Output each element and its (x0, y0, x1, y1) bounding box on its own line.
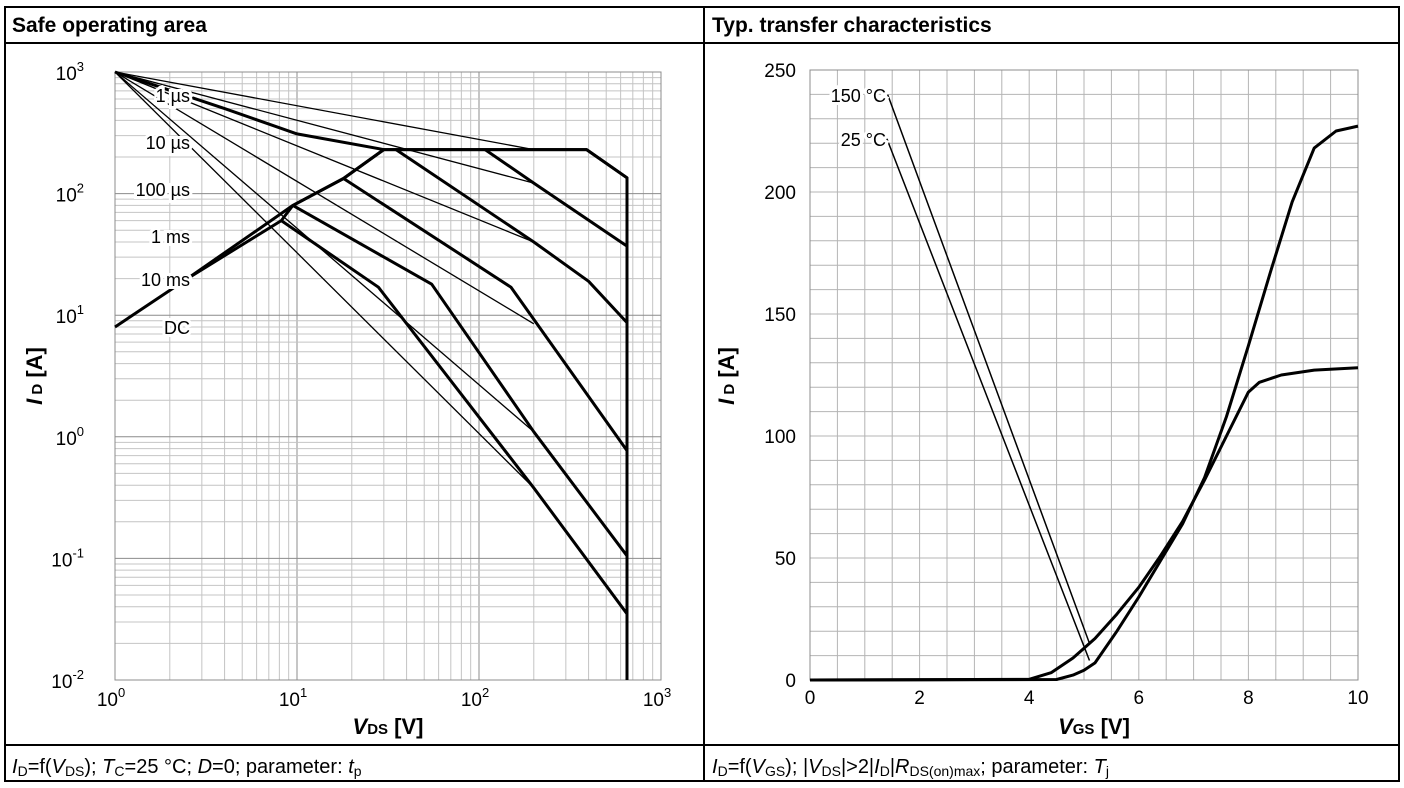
soa-leader-100-s (114, 71, 535, 243)
soa-caption: ID=f(VDS); TC=25 °C; D=0; parameter: tp (12, 756, 362, 779)
transfer-y-tick-label: 150 (764, 305, 796, 326)
transfer-series-25-c (809, 124, 1359, 682)
soa-plot: 1 µs 10 µs 100 µs 1 ms 10 ms DC 100 101 102 103 10… (22, 59, 671, 739)
transfer-x-tick-label: 0 (805, 688, 816, 709)
soa-series-4-1-ms (342, 177, 629, 452)
transfer-curve-label-25-c: 25 °C (841, 130, 886, 150)
soa-x-axis-title: VDS [V] (353, 714, 424, 739)
transfer-y-tick-label: 100 (764, 427, 796, 448)
soa-curve-label-1-s: 1 µs (156, 86, 190, 106)
transfer-x-tick-label: 10 (1347, 688, 1368, 709)
soa-curve-label-10-ms: 10 ms (141, 270, 190, 290)
transfer-x-tick-label: 4 (1024, 688, 1035, 709)
soa-curve-label-1-ms: 1 ms (151, 227, 190, 247)
soa-y-tick-label: 101 (56, 302, 84, 328)
transfer-leader-25-c (886, 138, 1091, 661)
transfer-plot-border (809, 69, 1359, 681)
transfer-y-tick-label: 250 (764, 61, 796, 82)
soa-curve-label-100-s: 100 µs (136, 180, 190, 200)
title-row-divider (4, 42, 1400, 44)
soa-y-tick-label: 10-2 (51, 667, 84, 693)
soa-series-2-100-s (395, 148, 629, 324)
transfer-x-tick-label: 6 (1134, 688, 1145, 709)
transfer-x-axis-title: VGS [V] (1058, 714, 1130, 739)
transfer-y-tick-label: 0 (785, 671, 796, 692)
soa-series-3-1-ms (186, 148, 385, 280)
soa-series-5-10-ms (292, 204, 629, 557)
transfer-x-tick-label: 2 (914, 688, 925, 709)
soa-leader-1-ms (114, 71, 535, 325)
transfer-x-tick-label: 8 (1243, 688, 1254, 709)
soa-curve-label-10-s: 10 µs (146, 133, 190, 153)
transfer-panel-title: Typ. transfer characteristics (712, 14, 992, 37)
soa-panel-title: Safe operating area (12, 14, 207, 37)
soa-y-axis-title: I D [A] (22, 347, 47, 405)
transfer-series-150-c (809, 366, 1359, 682)
soa-x-tick-label: 100 (97, 685, 125, 711)
soa-y-tick-label: 10-1 (51, 545, 84, 571)
soa-curve-label-dc: DC (164, 318, 190, 338)
soa-x-tick-label: 102 (461, 685, 489, 711)
transfer-y-axis-title: I D [A] (714, 347, 739, 405)
soa-leader-10-s (114, 71, 534, 184)
soa-envelope-line (114, 148, 629, 680)
soa-plot-border (114, 71, 662, 681)
soa-y-tick-label: 103 (56, 59, 84, 85)
soa-series-6-dc (280, 219, 629, 615)
transfer-caption: ID=f(VGS); |VDS|>2|ID|RDS(on)max; parame… (712, 756, 1110, 779)
panel-divider (703, 6, 705, 782)
transfer-y-tick-label: 200 (764, 183, 796, 204)
soa-series-0-1-s (114, 70, 629, 680)
soa-x-tick-label: 101 (279, 685, 307, 711)
caption-row-divider (4, 744, 1400, 746)
soa-series-1-10-s (484, 148, 628, 248)
transfer-curve-label-150-c: 150 °C (831, 86, 886, 106)
soa-x-tick-label: 103 (643, 685, 671, 711)
soa-y-tick-label: 100 (56, 424, 84, 450)
soa-leader-1-s (114, 71, 534, 151)
figure-frame (4, 6, 1400, 782)
transfer-leader-150-c (886, 91, 1091, 644)
soa-y-tick-label: 102 (56, 181, 84, 207)
soa-leader-dc (114, 71, 535, 489)
transfer-y-tick-label: 50 (775, 549, 796, 570)
